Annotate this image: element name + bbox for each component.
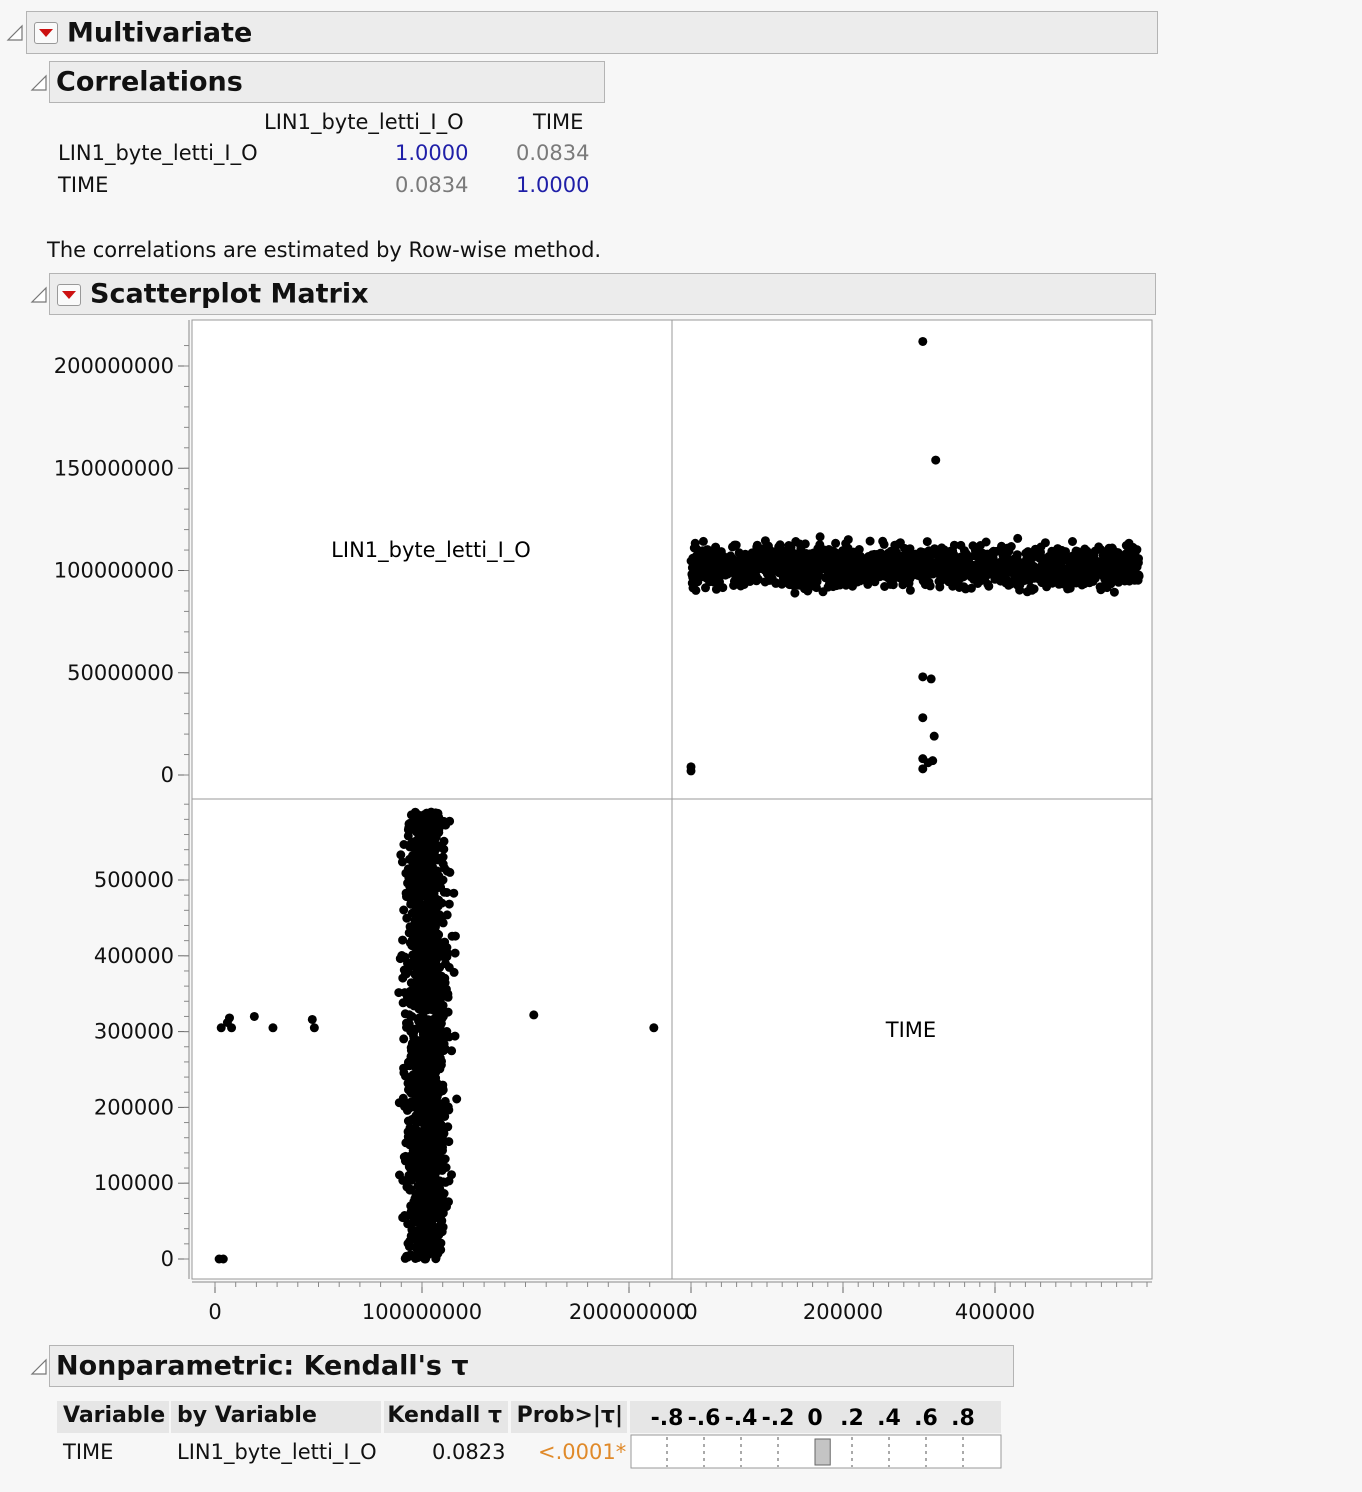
correlations-title: Correlations: [56, 66, 243, 98]
point-cloud-time-vs-lin1: [686, 532, 1144, 598]
outlier-point: [918, 713, 928, 723]
y-tick-label: 0: [161, 1247, 174, 1271]
correlations-header: Correlations: [49, 61, 605, 103]
outlier-point: [249, 1011, 259, 1021]
outlier-point: [307, 1014, 317, 1024]
scatterplot-matrix-title: Scatterplot Matrix: [90, 278, 369, 310]
kendall-header: Nonparametric: Kendall's τ: [49, 1345, 1014, 1387]
outlier-point: [224, 1013, 234, 1023]
y-tick-label: 100000: [94, 1171, 174, 1195]
multivariate-header: Multivariate: [26, 11, 1158, 54]
kendall-by-variable: LIN1_byte_letti_I_O: [177, 1440, 377, 1464]
header-kendall-tau: Kendall τ: [387, 1403, 502, 1428]
multivariate-title: Multivariate: [67, 17, 253, 48]
correlations-note: The correlations are estimated by Row-wi…: [47, 238, 602, 262]
outlier-point: [928, 756, 938, 766]
scatterplot-matrix[interactable]: 2000000001500000001000000005000000005000…: [0, 0, 1362, 1340]
correlation-value: 1.0000: [516, 173, 590, 197]
y-tick-label: 50000000: [67, 661, 174, 685]
outlier-point: [918, 764, 928, 774]
header-by-variable: by Variable: [177, 1403, 317, 1428]
x-tick-label: 100000000: [362, 1300, 482, 1324]
kendall-variable: TIME: [63, 1440, 114, 1464]
correlation-value: 0.0834: [516, 141, 590, 165]
kendall-column-header: Prob>|τ|: [511, 1401, 627, 1433]
column-header: LIN1_byte_letti_I_O: [264, 110, 464, 134]
outlier-point: [926, 674, 936, 684]
diagonal-label-time: TIME: [885, 1018, 936, 1042]
y-tick-label: 200000: [94, 1095, 174, 1119]
row-label: TIME: [58, 173, 109, 197]
red-triangle-menu-icon[interactable]: [34, 22, 58, 44]
correlation-value: 0.0834: [395, 173, 469, 197]
outlier-point: [529, 1010, 539, 1020]
x-tick-label: 200000000: [569, 1300, 689, 1324]
y-tick-label: 150000000: [54, 456, 174, 480]
outlier-point: [649, 1023, 659, 1033]
diagonal-label-lin1: LIN1_byte_letti_I_O: [331, 538, 531, 563]
outlier-point: [918, 336, 928, 346]
kendall-tau-bar: [814, 1438, 831, 1466]
outlier-point: [931, 455, 941, 465]
outlier-point: [309, 1023, 319, 1033]
point-cloud-lin1-vs-time: [394, 807, 462, 1264]
outlier-point: [929, 731, 939, 741]
scatterplot-matrix-header: Scatterplot Matrix: [49, 273, 1156, 315]
red-triangle-menu-icon[interactable]: [57, 284, 81, 306]
outlier-point: [216, 1023, 226, 1033]
header-prob: Prob>|τ|: [516, 1403, 623, 1428]
y-tick-label: 0: [161, 763, 174, 787]
kendall-bar-frame: [630, 1434, 1002, 1469]
x-tick-label: 400000: [955, 1300, 1035, 1324]
x-tick-label: 200000: [803, 1300, 883, 1324]
x-tick-label: 0: [208, 1300, 221, 1324]
kendall-title: Nonparametric: Kendall's τ: [56, 1350, 469, 1382]
y-tick-label: 300000: [94, 1020, 174, 1044]
x-tick-label: 0: [684, 1300, 697, 1324]
kendall-scale-header: [630, 1401, 1001, 1433]
outlier-point: [686, 762, 696, 772]
column-header: TIME: [533, 110, 584, 134]
kendall-column-header: by Variable: [171, 1401, 381, 1433]
header-variable: Variable: [63, 1403, 166, 1428]
y-tick-label: 500000: [94, 868, 174, 892]
kendall-column-header: Variable: [57, 1401, 169, 1433]
y-tick-label: 400000: [94, 944, 174, 968]
kendall-prob-value: <.0001*: [538, 1440, 627, 1464]
y-tick-label: 200000000: [54, 354, 174, 378]
kendall-tau-value: 0.0823: [432, 1440, 506, 1464]
correlation-value: 1.0000: [395, 141, 469, 165]
outlier-point: [268, 1023, 278, 1033]
kendall-column-header: Kendall τ: [384, 1401, 508, 1433]
y-tick-label: 100000000: [54, 559, 174, 583]
row-label: LIN1_byte_letti_I_O: [58, 141, 258, 165]
outlier-point: [218, 1254, 228, 1264]
outlier-point: [918, 672, 928, 682]
